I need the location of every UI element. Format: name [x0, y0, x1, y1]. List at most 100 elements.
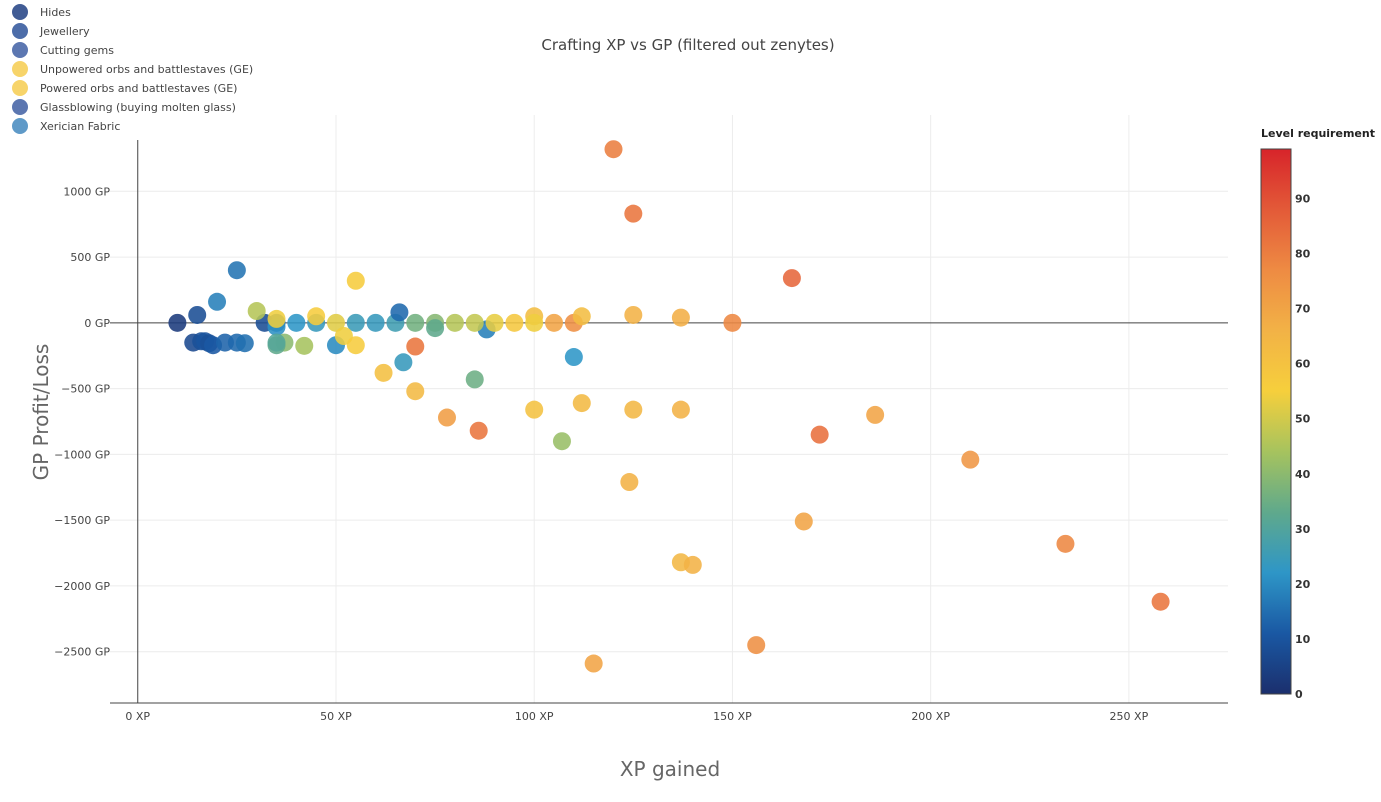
data-point[interactable] [346, 336, 365, 355]
y-tick-label: 0 GP [84, 317, 110, 330]
data-point[interactable] [620, 473, 639, 492]
data-point[interactable] [747, 636, 766, 655]
data-point[interactable] [295, 336, 314, 355]
data-point[interactable] [465, 370, 484, 389]
y-tick-label: 1000 GP [63, 185, 110, 198]
colorbar-tick-label: 50 [1295, 413, 1311, 426]
data-point[interactable] [572, 307, 591, 326]
y-axis-label: GP Profit/Loss [29, 344, 53, 481]
y-tick-label: −1500 GP [54, 514, 110, 527]
data-point[interactable] [426, 319, 445, 338]
legend-background [0, 0, 262, 132]
legend-marker[interactable] [12, 61, 28, 77]
data-points [168, 140, 1170, 673]
data-point[interactable] [671, 400, 690, 419]
data-point[interactable] [469, 421, 488, 440]
legend-marker[interactable] [12, 4, 28, 20]
colorbar-tick-label: 90 [1295, 193, 1311, 206]
data-point[interactable] [465, 313, 484, 332]
colorbar-tick-label: 40 [1295, 468, 1311, 481]
series-6 [227, 261, 246, 280]
axes: 0 XP 50 XP 100 XP 150 XP 200 XP 250 XP 1000 GP… [54, 140, 1228, 723]
data-point[interactable] [406, 382, 425, 401]
data-point[interactable] [505, 313, 524, 332]
data-point[interactable] [782, 269, 801, 288]
data-point[interactable] [346, 313, 365, 332]
data-point[interactable] [390, 303, 409, 322]
data-point[interactable] [326, 313, 345, 332]
data-point[interactable] [168, 313, 187, 332]
legend-entry[interactable]: Jewellery [39, 25, 90, 38]
data-point[interactable] [227, 261, 246, 280]
data-point[interactable] [445, 313, 464, 332]
data-point[interactable] [406, 337, 425, 356]
data-point[interactable] [525, 400, 544, 419]
data-point[interactable] [584, 654, 603, 673]
series-5 [267, 313, 571, 451]
data-point[interactable] [723, 313, 742, 332]
data-point[interactable] [287, 313, 306, 332]
data-point[interactable] [572, 394, 591, 413]
legend-marker[interactable] [12, 118, 28, 134]
legend: Hides Jewellery Cutting gems Unpowered orbs… [0, 0, 262, 134]
data-point[interactable] [485, 313, 504, 332]
x-tick-label: 200 XP [911, 710, 950, 723]
colorbar-tick-label: 80 [1295, 248, 1311, 261]
legend-entry[interactable]: Cutting gems [40, 44, 114, 57]
legend-marker[interactable] [12, 80, 28, 96]
data-point[interactable] [346, 271, 365, 290]
legend-marker[interactable] [12, 99, 28, 115]
legend-entry[interactable]: Xerician Fabric [40, 120, 120, 133]
data-point[interactable] [267, 309, 286, 328]
data-point[interactable] [188, 305, 207, 324]
data-point[interactable] [794, 512, 813, 531]
colorbar-tick-label: 10 [1295, 633, 1311, 646]
data-point[interactable] [525, 313, 544, 332]
y-tick-label: −2500 GP [54, 646, 110, 659]
data-point[interactable] [247, 302, 266, 321]
data-point[interactable] [961, 450, 980, 469]
y-tick-label: 500 GP [70, 251, 110, 264]
x-tick-label: 0 XP [125, 710, 150, 723]
data-point[interactable] [545, 313, 564, 332]
legend-marker[interactable] [12, 42, 28, 58]
data-point[interactable] [1056, 534, 1075, 553]
data-point[interactable] [235, 334, 254, 353]
data-point[interactable] [552, 432, 571, 451]
x-tick-label: 150 XP [713, 710, 752, 723]
data-point[interactable] [437, 408, 456, 427]
legend-entry[interactable]: Unpowered orbs and battlestaves (GE) [40, 63, 253, 76]
data-point[interactable] [624, 305, 643, 324]
grid [110, 115, 1228, 703]
data-point[interactable] [406, 313, 425, 332]
colorbar-tick-label: 70 [1295, 303, 1311, 316]
legend-entry[interactable]: Hides [40, 6, 71, 19]
legend-entry[interactable]: Glassblowing (buying molten glass) [40, 101, 236, 114]
data-point[interactable] [671, 308, 690, 327]
legend-marker[interactable] [12, 23, 28, 39]
colorbar: Level requirement 0 10 20 30 40 50 60 70 80 90 [1260, 127, 1375, 701]
data-point[interactable] [366, 313, 385, 332]
colorbar-tick-label: 20 [1295, 578, 1311, 591]
data-point[interactable] [624, 204, 643, 223]
data-point[interactable] [624, 400, 643, 419]
data-point[interactable] [394, 353, 413, 372]
x-tick-label: 100 XP [515, 710, 554, 723]
series-0 [168, 313, 254, 355]
data-point[interactable] [564, 348, 583, 367]
x-tick-label: 250 XP [1110, 710, 1149, 723]
colorbar-tick-label: 60 [1295, 358, 1311, 371]
data-point[interactable] [683, 555, 702, 574]
legend-entry[interactable]: Powered orbs and battlestaves (GE) [40, 82, 237, 95]
data-point[interactable] [1151, 592, 1170, 611]
data-point[interactable] [810, 425, 829, 444]
data-point[interactable] [307, 307, 326, 326]
data-point[interactable] [374, 363, 393, 382]
data-point[interactable] [604, 140, 623, 159]
x-axis-label: XP gained [620, 757, 720, 781]
data-point[interactable] [267, 333, 286, 352]
data-point[interactable] [866, 405, 885, 424]
data-point[interactable] [208, 292, 227, 311]
